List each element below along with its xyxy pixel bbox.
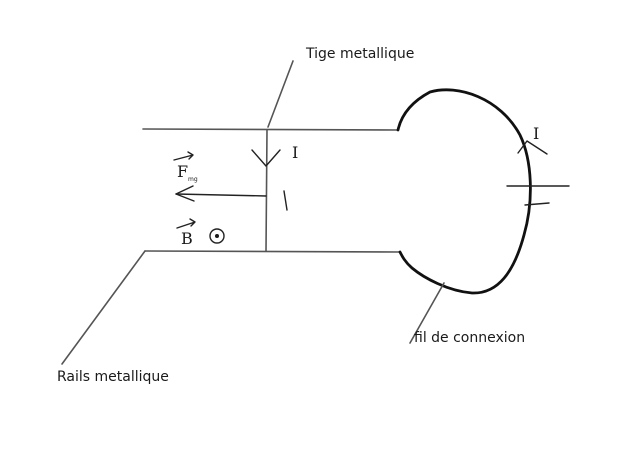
fil-label: fil de connexion [414,330,525,346]
force-vector-mark [173,151,194,161]
connection-wire [396,88,532,295]
field-out-of-page-icon [209,228,225,244]
force-arrow [175,185,267,202]
lower-rail-diagonal [61,250,146,365]
current-arrow-rod [251,149,281,167]
force-label: F [177,162,188,181]
battery-symbol [506,185,570,206]
current-arrow-right [517,140,548,155]
field-vector-mark [176,218,196,229]
upper-rail [142,128,399,131]
tige-leader-line [267,60,294,128]
metal-rod [265,129,268,252]
length-marker [283,190,288,211]
lower-rail [144,250,401,253]
tige-label: Tige metallique [305,46,414,62]
rails-label: Rails metallique [57,369,169,385]
current-label-rod: I [292,143,298,162]
force-subscript: mg [188,176,198,183]
field-label: B [181,229,193,248]
current-label-wire: I [533,124,539,143]
fil-leader-line [409,282,445,344]
